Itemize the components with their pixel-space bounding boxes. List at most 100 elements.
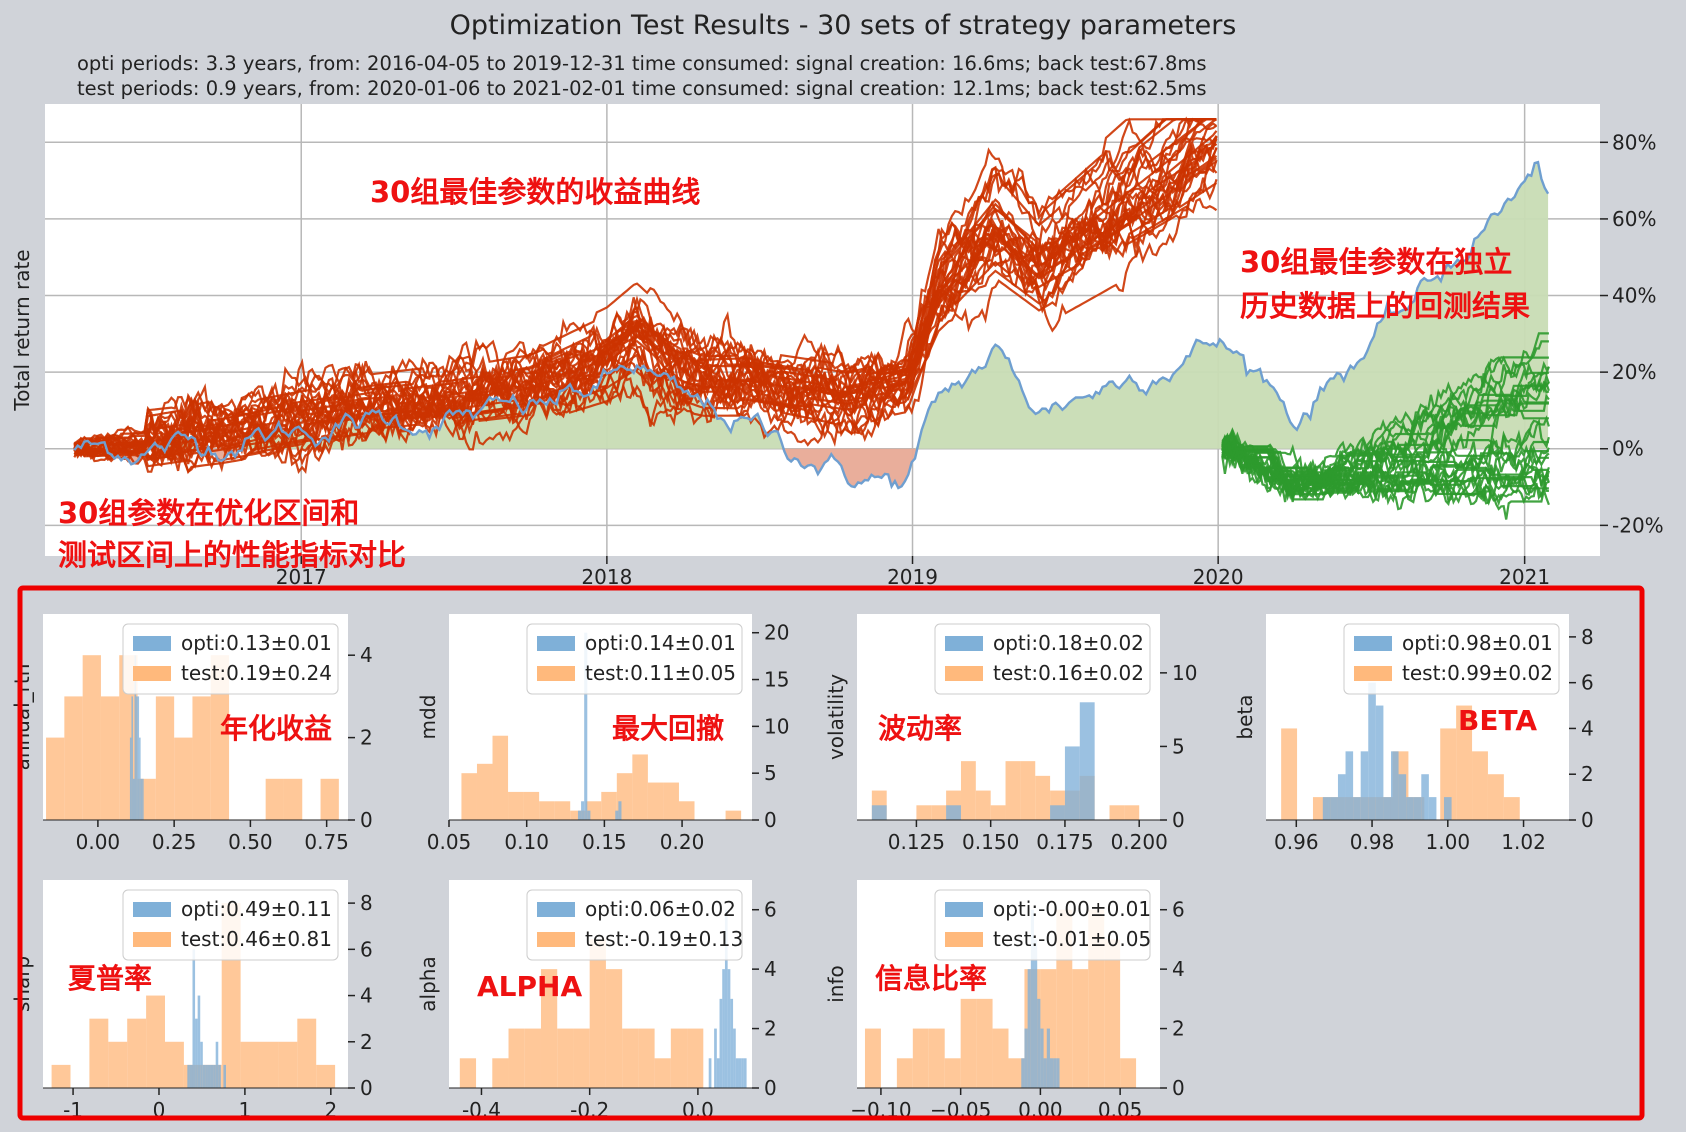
hist-legend — [526, 889, 743, 961]
test-series-line — [1221, 393, 1550, 489]
hist-bar-test — [51, 1064, 71, 1088]
hist-xtick-label: 0.25 — [152, 830, 197, 854]
hist-bar-test — [476, 763, 493, 820]
legend-swatch-opti — [945, 636, 983, 651]
hist-bar-test — [459, 1058, 477, 1088]
hist-bar-opti — [1330, 797, 1338, 820]
hist-bar-opti — [724, 909, 728, 1088]
hist-bar-test — [524, 1028, 541, 1088]
hist-ytick-label: 4 — [360, 643, 373, 667]
hist-bar-test — [64, 696, 83, 820]
hist-xtick-label: 0.96 — [1274, 830, 1319, 854]
hist-ytick-label: 6 — [1581, 671, 1594, 695]
plot-area — [45, 104, 1600, 556]
hist-bar-opti — [1043, 1058, 1047, 1088]
hist-bar-test — [508, 1028, 525, 1088]
legend-label-opti: opti:-0.00±0.01 — [993, 897, 1151, 921]
hist-bar-opti — [741, 1058, 744, 1088]
hist-bar-test — [174, 737, 193, 820]
hist-ytick-label: 6 — [360, 937, 373, 961]
hist-bar-opti — [132, 778, 135, 820]
hist-bar-test — [647, 782, 664, 820]
annotation-test-results-line2: 历史数据上的回测结果 — [1240, 289, 1530, 323]
hist-bar-test — [654, 1058, 671, 1088]
hist-annotation: 波动率 — [878, 712, 962, 745]
legend-label-test: test:0.46±0.81 — [181, 927, 332, 951]
benchmark-gain-fill — [74, 162, 1549, 449]
histogram-annual_rtn: 0.00 0.25 0.50 0.75024annual_rtnopti:0.13±0… — [10, 614, 373, 854]
hist-bar-test — [896, 1058, 913, 1088]
benchmark-line — [73, 160, 1550, 490]
hist-bar-opti — [129, 737, 132, 820]
legend-swatch-opti — [945, 902, 983, 917]
legend-swatch-opti — [537, 902, 575, 917]
hist-bar-test — [605, 969, 623, 1088]
hist-xtick-label: 0.98 — [1350, 830, 1395, 854]
legend-label-test: test:-0.19±0.13 — [585, 927, 743, 951]
hist-bar-opti — [205, 1064, 208, 1088]
hist-bar-test — [960, 998, 977, 1088]
hist-annotation: 信息比率 — [875, 962, 987, 995]
legend-label-opti: opti:0.49±0.11 — [181, 897, 332, 921]
opti-series-line — [73, 155, 1218, 465]
histogram-info: −0.10 −0.05 0.00 0.050246infoopti:-0.00±0.0… — [824, 880, 1185, 1122]
hist-bar-opti — [139, 737, 141, 820]
hist-bar-test — [297, 1018, 317, 1088]
hist-bar-opti — [140, 778, 143, 820]
hist-bar-test — [663, 782, 679, 820]
hist-y-label: info — [824, 965, 848, 1003]
legend-label-opti: opti:0.13±0.01 — [181, 631, 332, 655]
hist-ytick-label: 6 — [764, 898, 777, 922]
metrics-highlight-box — [17, 585, 1645, 1121]
hist-bar-opti — [210, 1064, 214, 1088]
legend-label-opti: opti:0.18±0.02 — [993, 631, 1144, 655]
metric-histograms: 0.00 0.25 0.50 0.75024annual_rtnopti:0.13±0… — [10, 614, 1594, 1122]
annotation-compare-line1: 30组参数在优化区间和 — [58, 496, 359, 530]
hist-bar-test — [1005, 761, 1021, 820]
hist-bar-opti — [1037, 998, 1041, 1088]
hist-bar-test — [928, 1028, 945, 1088]
histogram-alpha: -0.4 -0.2 0.00246alphaopti:0.06±0.02test:-… — [416, 880, 777, 1122]
annotation-opti-curves: 30组最佳参数的收益曲线 — [370, 175, 700, 209]
hist-xtick-label: 0.05 — [427, 830, 472, 854]
opti-period-info: opti periods: 3.3 years, from: 2016-04-0… — [77, 52, 1207, 75]
hist-bar-opti — [195, 1018, 198, 1088]
legend-swatch-test — [1354, 666, 1392, 681]
hist-ytick-label: 20 — [764, 621, 789, 645]
hist-xtick-label: 0.20 — [660, 830, 705, 854]
hist-ytick-label: 8 — [1581, 625, 1594, 649]
ytick-label: 0% — [1612, 437, 1644, 461]
hist-bar-test — [89, 1018, 109, 1088]
hist-bar-opti — [202, 1064, 206, 1088]
hist-y-label: mdd — [416, 695, 440, 740]
hist-legend — [1343, 623, 1560, 695]
hist-ytick-label: 5 — [764, 761, 777, 785]
hist-bar-opti — [189, 1064, 193, 1088]
hist-bar-test — [165, 1041, 184, 1088]
hist-bar-opti — [1024, 1028, 1028, 1088]
legend-swatch-test — [945, 932, 983, 947]
hist-bar-opti — [1390, 751, 1399, 820]
xtick-label: 2019 — [887, 565, 938, 589]
hist-bar-opti — [1021, 1058, 1025, 1088]
hist-bar-test — [192, 696, 211, 820]
opti-series-line — [73, 118, 1217, 457]
y-axis-label: Total return rate — [10, 249, 34, 411]
hist-ytick-label: 4 — [360, 984, 373, 1008]
hist-bar-test — [127, 1018, 147, 1088]
hist-ytick-label: 15 — [764, 668, 789, 692]
hist-xtick-label: 0.75 — [304, 830, 349, 854]
histogram-beta: 0.96 0.98 1.00 1.02 0 2 4 6 8 beta opti:0.98±0.01 t… — [1233, 614, 1594, 854]
hist-bar-test — [540, 969, 558, 1088]
figure-title: Optimization Test Results - 30 sets of s… — [450, 10, 1237, 41]
hist-bar-opti — [1064, 746, 1080, 820]
hist-bar-opti — [577, 810, 582, 820]
hist-bar-opti — [581, 801, 585, 820]
hist-ytick-label: 4 — [764, 957, 777, 981]
opti-series-line — [73, 136, 1218, 464]
hist-y-label: volatility — [824, 674, 848, 760]
hist-bar-opti — [1079, 702, 1095, 820]
hist-bar-test — [155, 696, 175, 820]
hist-bar-opti — [733, 1028, 736, 1088]
